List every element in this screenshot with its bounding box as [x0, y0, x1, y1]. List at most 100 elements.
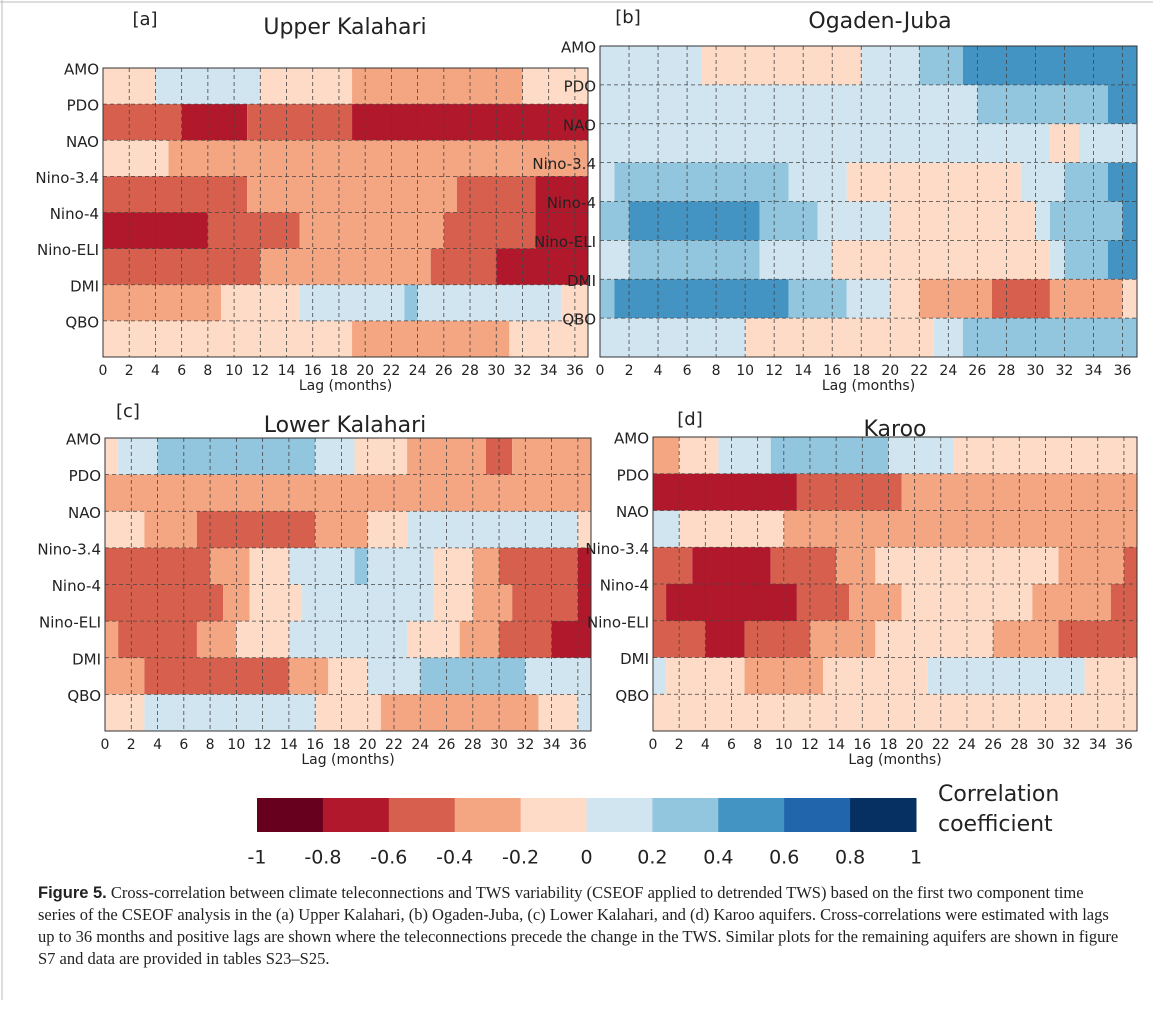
x-tick-label: 4 — [701, 737, 710, 753]
heatmap-cell — [144, 657, 289, 695]
x-tick-label: 10 — [775, 737, 793, 753]
heatmap-cell — [796, 473, 902, 511]
x-tick-label: 36 — [566, 363, 584, 379]
x-tick-label: 34 — [1089, 737, 1107, 753]
panel-label: [d] — [677, 409, 702, 430]
x-tick-label: 14 — [794, 363, 812, 379]
heatmap-cell — [118, 438, 158, 476]
heatmap-cell — [759, 240, 833, 280]
x-tick-label: 8 — [712, 363, 721, 379]
heatmap-cell — [614, 279, 789, 319]
heatmap-cell — [888, 437, 954, 475]
row-label: NAO — [616, 503, 649, 521]
x-tick-label: 12 — [801, 737, 819, 753]
panel-title: Lower Kalahari — [264, 413, 427, 438]
x-tick-label: 12 — [765, 363, 783, 379]
heatmap-cell — [496, 248, 588, 286]
row-label: Nino-ELI — [37, 241, 99, 259]
x-tick-label: 24 — [958, 737, 976, 753]
row-label: DMI — [567, 272, 596, 290]
caption-label: Figure 5. — [38, 884, 107, 902]
x-tick-label: 36 — [1115, 737, 1133, 753]
x-tick-label: 18 — [330, 363, 348, 379]
x-tick-label: 18 — [852, 363, 870, 379]
heatmap-cell — [759, 201, 818, 241]
x-tick-label: 10 — [225, 363, 243, 379]
heatmap-cell — [919, 279, 992, 319]
heatmap-cell — [354, 438, 408, 476]
heatmap-cell — [525, 657, 591, 695]
row-label: PDO — [564, 77, 596, 95]
x-tick-label: 28 — [997, 363, 1015, 379]
x-tick-label: 20 — [356, 363, 374, 379]
heatmap-cell — [849, 584, 902, 622]
x-tick-label: 28 — [461, 363, 479, 379]
heatmap-cell — [629, 240, 760, 280]
heatmap-cell — [1049, 240, 1065, 280]
colorbar-label: Correlation coefficient — [938, 782, 1060, 837]
x-tick-label: 32 — [1063, 737, 1081, 753]
heatmap-cell — [105, 438, 119, 476]
heatmap-cell — [962, 46, 1137, 86]
x-tick-label: 26 — [435, 363, 453, 379]
heatmap-cell — [118, 621, 197, 659]
heatmap-cell — [512, 584, 578, 622]
x-axis-label: Lag (months) — [822, 378, 915, 394]
heatmap-cell — [105, 474, 591, 512]
x-tick-label: 34 — [540, 363, 558, 379]
x-tick-label: 20 — [881, 363, 899, 379]
colorbar-bin — [388, 798, 456, 832]
heatmap-cell — [247, 176, 457, 213]
x-tick-label: 36 — [569, 737, 587, 753]
heatmap-cell — [875, 620, 994, 658]
heatmap-cell — [846, 279, 891, 319]
heatmap-cell — [653, 657, 667, 695]
heatmap-cell — [404, 284, 418, 322]
heatmap-cell — [1058, 547, 1124, 585]
heatmap-cell — [600, 240, 630, 280]
x-tick-label: 34 — [543, 737, 561, 753]
x-tick-label: 22 — [385, 737, 403, 753]
x-tick-label: 16 — [853, 737, 871, 753]
x-tick-label: 0 — [649, 737, 658, 753]
heatmap-cell — [433, 547, 473, 585]
colorbar-tick-label: 0.4 — [703, 847, 733, 869]
heatmap-cell — [168, 140, 589, 177]
x-tick-label: 6 — [683, 363, 692, 379]
heatmap-cell — [499, 547, 578, 585]
row-label: Nino-4 — [600, 577, 649, 595]
x-tick-label: 4 — [153, 737, 162, 753]
heatmap-cell — [328, 657, 368, 695]
x-axis-label: Lag (months) — [299, 378, 392, 394]
heatmap-cell — [352, 320, 510, 358]
row-label: Nino-3.4 — [585, 540, 649, 558]
heatmap-cell — [260, 248, 431, 286]
x-axis-label: Lag (months) — [301, 752, 394, 768]
heatmap-cell — [614, 162, 789, 202]
colorbar-bin — [850, 798, 917, 832]
x-tick-label: 8 — [753, 737, 762, 753]
heatmap-cell — [788, 162, 847, 202]
heatmap-cell — [196, 511, 316, 549]
heatmap-cell — [249, 584, 303, 622]
x-tick-label: 16 — [823, 363, 841, 379]
colorbar-tick-label: -0.6 — [370, 847, 407, 869]
heatmap-cell — [933, 318, 963, 358]
x-tick-label: 0 — [101, 737, 110, 753]
heatmap-cell — [1049, 201, 1123, 241]
x-tick-label: 16 — [304, 363, 322, 379]
x-tick-label: 12 — [254, 737, 272, 753]
heatmap-cell — [236, 621, 289, 659]
heatmap-cell — [551, 621, 591, 659]
row-label: Nino-ELI — [587, 613, 649, 631]
heatmap-cell — [181, 104, 248, 141]
x-tick-label: 6 — [177, 363, 186, 379]
x-tick-label: 30 — [490, 737, 508, 753]
x-tick-label: 24 — [409, 363, 427, 379]
heatmap-cell — [1122, 201, 1137, 241]
heatmap-cell — [407, 511, 578, 549]
heatmap-cell — [890, 201, 1036, 241]
heatmap-cell — [103, 284, 221, 322]
